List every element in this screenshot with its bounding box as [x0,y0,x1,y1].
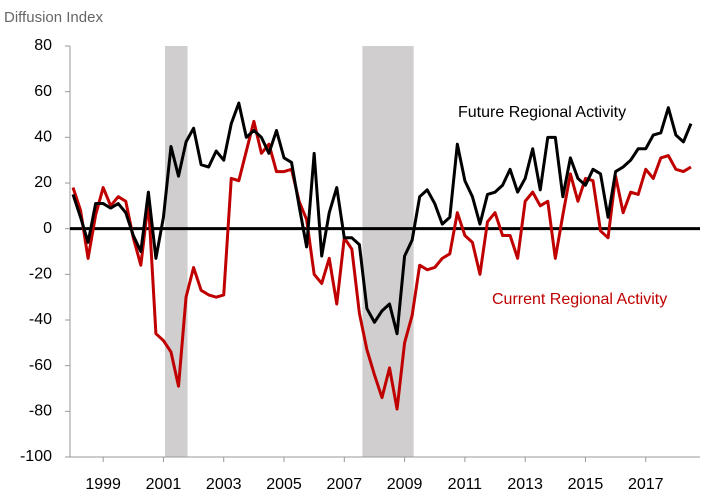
y-tick-label: -80 [29,403,52,420]
y-tick-label: -40 [29,311,52,328]
y-tick-label: 60 [34,83,52,100]
x-tick-label: 2003 [206,476,242,493]
series-line [71,101,693,336]
y-tick-label: -20 [29,266,52,283]
y-axis-label: Diffusion Index [4,9,103,26]
y-tick-label: 40 [34,129,52,146]
y-tick-label: -100 [20,448,52,465]
x-tick-label: 2015 [568,476,604,493]
y-tick-label: -60 [29,357,52,374]
legend-label: Future Regional Activity [458,104,626,121]
x-tick-label: 2017 [628,476,664,493]
x-tick-label: 2011 [448,476,483,493]
recession-band [164,46,188,457]
y-tick-label: 20 [34,174,52,191]
legend-label: Current Regional Activity [492,291,667,308]
x-tick-label: 1999 [85,476,121,493]
x-tick-label: 2007 [327,476,363,493]
y-tick-label: 0 [43,220,52,237]
x-tick-label: 2001 [146,476,182,493]
y-tick-label: 80 [34,37,52,54]
x-tick-label: 2009 [387,476,423,493]
x-tick-label: 2013 [507,476,543,493]
x-tick-label: 2005 [266,476,302,493]
